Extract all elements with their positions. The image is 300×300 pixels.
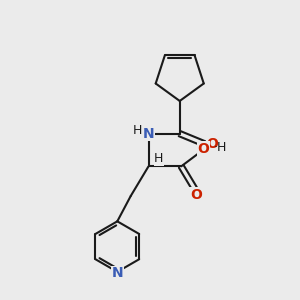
Text: ·H: ·H (214, 140, 227, 154)
Text: O: O (190, 188, 202, 202)
Text: N: N (143, 127, 154, 141)
Text: O: O (198, 142, 209, 155)
Text: H: H (154, 152, 164, 165)
Text: N: N (112, 266, 123, 280)
Text: H: H (133, 124, 142, 137)
Text: O: O (206, 137, 218, 151)
